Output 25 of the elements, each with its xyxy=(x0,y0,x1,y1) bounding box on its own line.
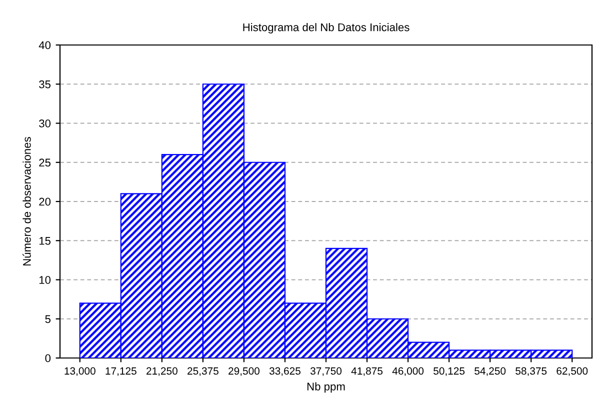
x-tick-label: 13,000 xyxy=(64,367,96,376)
x-tick-label: 37,750 xyxy=(310,367,342,376)
y-tick-label: 20 xyxy=(39,198,51,206)
x-tick-label: 25,375 xyxy=(188,367,218,376)
y-tick-label: 30 xyxy=(39,120,51,128)
x-tick-label: 29,500 xyxy=(228,367,260,376)
x-tick-label: 33,625 xyxy=(269,367,300,376)
y-tick-label: 35 xyxy=(39,80,51,88)
chart-title: Histograma del Nb Datos Iniciales xyxy=(243,23,410,34)
y-tick-label: 25 xyxy=(39,158,51,167)
y-tick-label: 0 xyxy=(45,354,51,362)
x-axis-title: Nb ppm xyxy=(307,382,345,393)
x-tick-label: 41,875 xyxy=(351,367,383,376)
y-tick-label: 15 xyxy=(39,237,51,245)
y-tick-label: 10 xyxy=(39,276,51,284)
x-tick-label: 62,500 xyxy=(556,367,588,376)
x-tick-label: 54,250 xyxy=(474,367,506,376)
y-tick-label: 40 xyxy=(38,41,51,50)
y-axis-title: Número de observaciones xyxy=(22,137,31,266)
x-tick-label: 21,250 xyxy=(146,367,178,376)
x-tick-label: 50,125 xyxy=(434,367,465,376)
y-tick-label: 5 xyxy=(45,315,51,324)
x-tick-label: 17,125 xyxy=(106,367,136,376)
x-tick-label: 46,000 xyxy=(392,367,424,376)
x-tick-label: 58,375 xyxy=(516,367,547,376)
